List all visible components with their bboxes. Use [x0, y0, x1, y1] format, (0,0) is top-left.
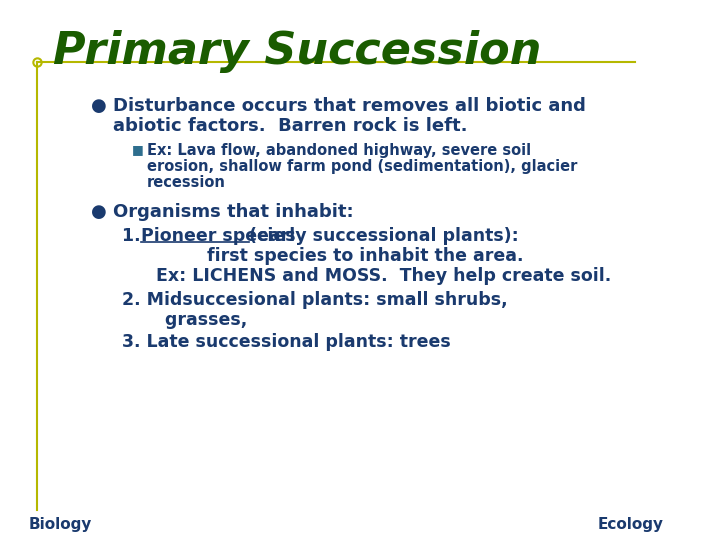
Text: grasses,: grasses, [141, 311, 248, 329]
Text: Ex: Lava flow, abandoned highway, severe soil: Ex: Lava flow, abandoned highway, severe… [147, 143, 531, 158]
Text: abiotic factors.  Barren rock is left.: abiotic factors. Barren rock is left. [112, 117, 467, 135]
Text: recession: recession [147, 175, 226, 190]
Text: Biology: Biology [29, 517, 92, 532]
Text: Organisms that inhabit:: Organisms that inhabit: [112, 203, 354, 221]
Text: Ecology: Ecology [598, 517, 664, 532]
Text: ●: ● [91, 97, 107, 115]
Text: 3. Late successional plants: trees: 3. Late successional plants: trees [122, 333, 451, 351]
Text: (early successional plants):: (early successional plants): [249, 227, 519, 245]
Text: ●: ● [91, 203, 107, 221]
Text: Primary Succession: Primary Succession [53, 30, 541, 73]
Text: Disturbance occurs that removes all biotic and: Disturbance occurs that removes all biot… [112, 97, 585, 115]
Text: erosion, shallow farm pond (sedimentation), glacier: erosion, shallow farm pond (sedimentatio… [147, 159, 577, 174]
Text: Pioneer species: Pioneer species [141, 227, 302, 245]
Text: 2. Midsuccesional plants: small shrubs,: 2. Midsuccesional plants: small shrubs, [122, 291, 508, 309]
Text: Ex: LICHENS and MOSS.  They help create soil.: Ex: LICHENS and MOSS. They help create s… [132, 267, 611, 285]
Text: 1.: 1. [122, 227, 147, 245]
Text: first species to inhabit the area.: first species to inhabit the area. [141, 247, 524, 265]
Text: ■: ■ [132, 143, 143, 156]
